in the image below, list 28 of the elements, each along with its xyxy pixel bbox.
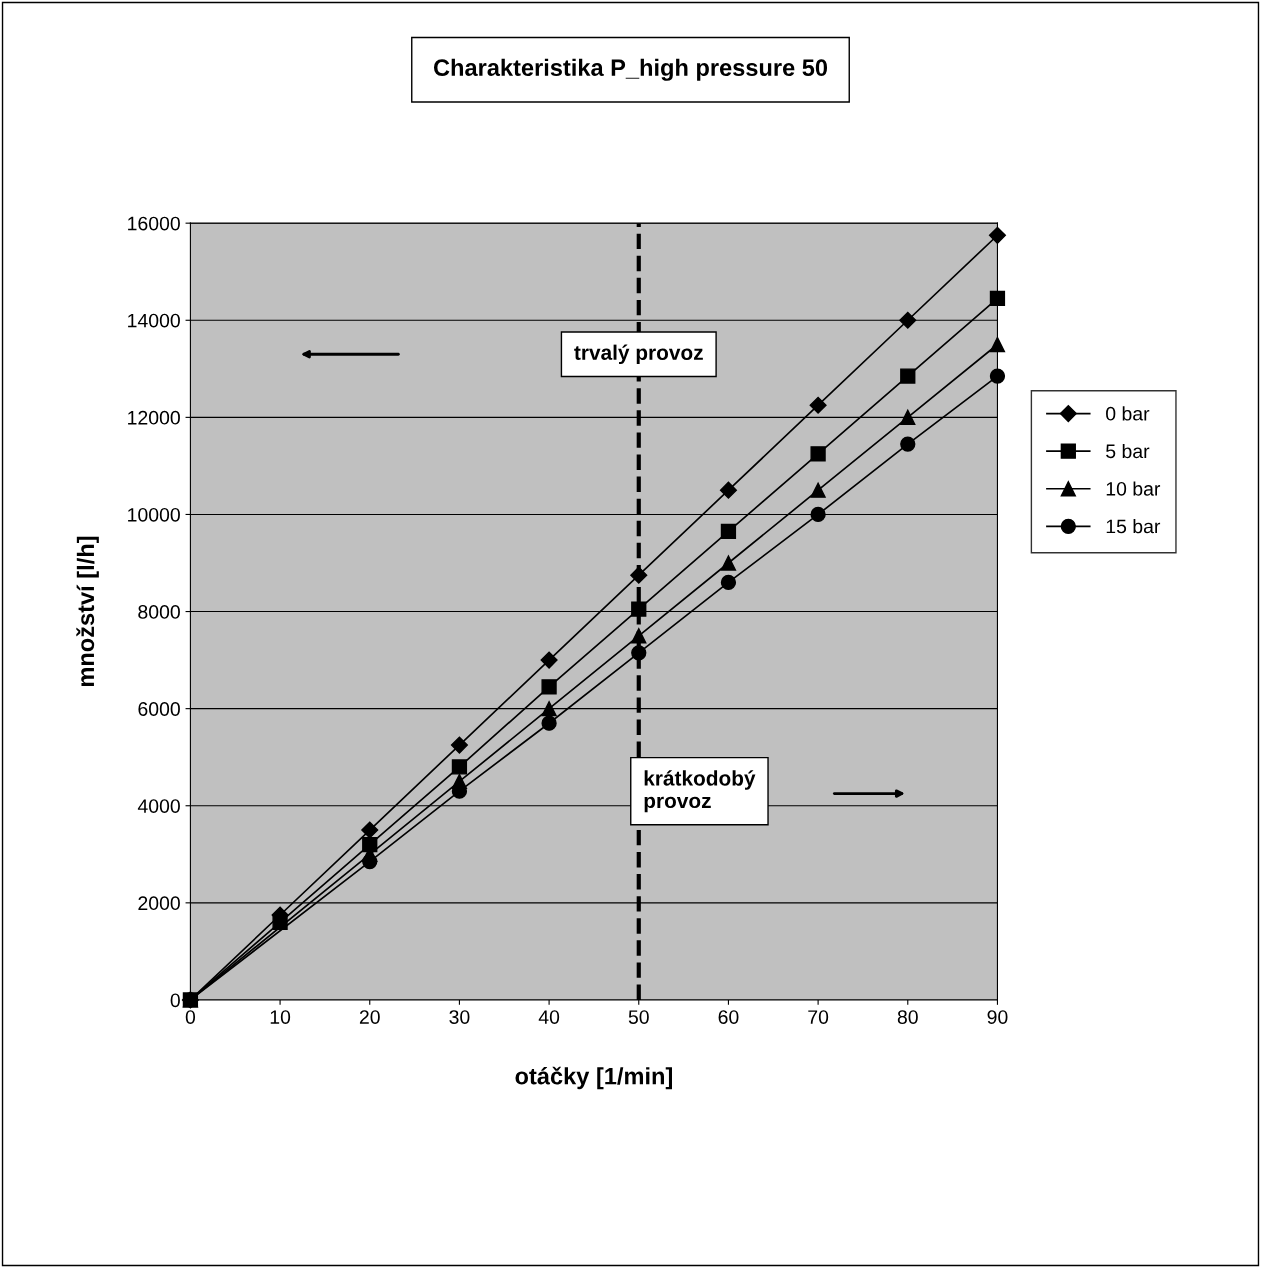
- legend-label: 5 bar: [1106, 443, 1150, 459]
- y-tick-label: 6000: [138, 702, 180, 716]
- y-tick-label: 4000: [137, 799, 180, 813]
- x-tick-label: 10: [270, 1010, 291, 1024]
- x-tick-label: 30: [449, 1010, 470, 1024]
- annotation: krátkodobý provoz: [644, 770, 756, 813]
- y-tick-label: 14000: [128, 313, 180, 328]
- y-tick-label: 0: [170, 993, 180, 1008]
- legend-label: 15 bar: [1106, 519, 1161, 534]
- x-tick-label: 40: [538, 1010, 560, 1024]
- x-tick-label: 0: [185, 1010, 196, 1024]
- y-tick-label: 16000: [128, 216, 180, 231]
- y-tick-label: 8000: [138, 605, 180, 619]
- x-tick-label: 90: [987, 1010, 1008, 1024]
- legend-label: 0 bar: [1106, 406, 1150, 421]
- annotation: trvalý provoz: [574, 344, 703, 365]
- y-axis-title: množství [l/h]: [76, 536, 99, 687]
- x-tick-label: 50: [628, 1010, 649, 1024]
- y-tick-label: 10000: [128, 507, 180, 522]
- x-tick-label: 20: [359, 1010, 380, 1024]
- legend-label: 10 bar: [1106, 481, 1161, 496]
- x-tick-label: 80: [897, 1010, 918, 1024]
- chart-title: Charakteristika P_high pressure 50: [433, 58, 828, 81]
- x-axis-title: otáčky [1/min]: [515, 1066, 672, 1090]
- x-tick-label: 60: [718, 1010, 739, 1024]
- y-tick-label: 12000: [128, 410, 180, 425]
- y-tick-label: 2000: [138, 896, 180, 911]
- x-tick-label: 70: [808, 1010, 829, 1024]
